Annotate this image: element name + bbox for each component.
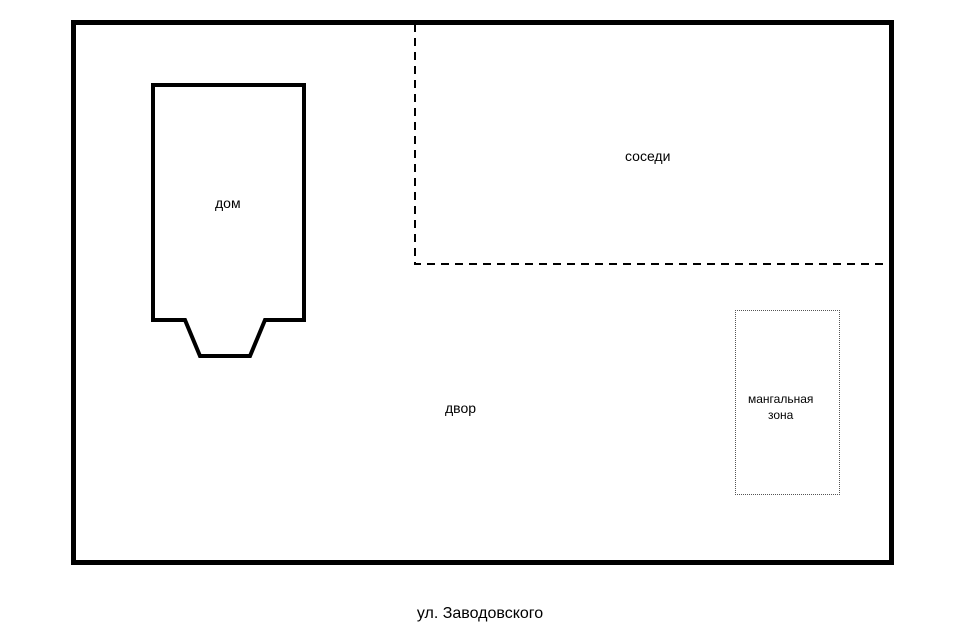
neighbors-label: соседи [625, 148, 670, 164]
bbq-zone-label: мангальная зона [748, 392, 813, 423]
bbq-label-line2: зона [768, 408, 793, 422]
house-label: дом [215, 195, 241, 211]
yard-label: двор [445, 400, 476, 416]
bbq-label-line1: мангальная [748, 392, 813, 406]
street-label: ул. Заводовского [0, 605, 960, 623]
